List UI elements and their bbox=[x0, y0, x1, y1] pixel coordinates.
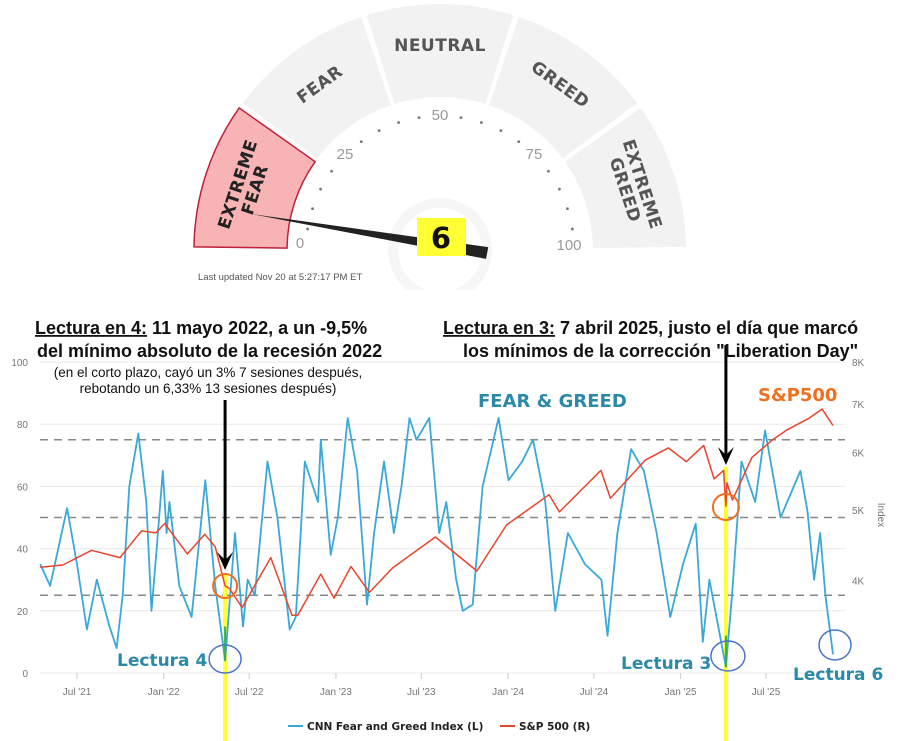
x-tick-label: Jan '24 bbox=[492, 687, 524, 698]
gauge-segment-extreme-fear bbox=[193, 106, 317, 249]
gauge-segment-extreme-greed bbox=[564, 107, 686, 249]
gauge-tick-dot bbox=[557, 187, 561, 191]
x-tick-label: Jan '23 bbox=[320, 687, 352, 698]
gauge-segment-label: NEUTRAL bbox=[394, 36, 486, 56]
gauge-value: 6 bbox=[431, 221, 451, 255]
gauge-tick-dot bbox=[517, 140, 521, 143]
x-tick-label: Jan '25 bbox=[665, 687, 697, 698]
gauge-tick-dot bbox=[547, 169, 550, 173]
y-left-tick: 40 bbox=[17, 545, 29, 556]
gauge-label-0: 0 bbox=[296, 235, 304, 252]
right-annotation-rest: 7 abril 2025, justo el día que marcó bbox=[555, 318, 858, 338]
gauge-tick-dot bbox=[359, 140, 363, 143]
lectura-3-arrow-head bbox=[717, 447, 734, 465]
gauge-tick-dot bbox=[417, 116, 421, 120]
left-annotation-rest: 11 mayo 2022, a un -9,5% bbox=[147, 318, 367, 338]
gauge-tick-dot bbox=[566, 207, 569, 210]
gauge-tick-dot bbox=[311, 207, 314, 210]
sp500-series-label: S&P500 bbox=[758, 385, 837, 406]
gauge-segment-neutral bbox=[366, 3, 514, 104]
right-annotation-line2: los mínimos de la corrección "Liberation… bbox=[463, 341, 858, 361]
fear-greed-line bbox=[39, 417, 834, 668]
left-annotation-note1: (en el corto plazo, cayó un 3% 7 sesione… bbox=[54, 365, 362, 380]
lectura-4-label: Lectura 4 bbox=[117, 651, 207, 671]
y-left-tick: 60 bbox=[17, 482, 29, 493]
lectura-3-label: Lectura 3 bbox=[621, 654, 711, 674]
gauge-tick-dot bbox=[330, 169, 333, 173]
gauge-tick-dot bbox=[306, 227, 310, 231]
gauge-tick-dot bbox=[319, 187, 323, 191]
x-tick-label: Jul '21 bbox=[63, 687, 92, 698]
lectura-4-sp500-circle bbox=[212, 573, 239, 599]
sp500-line bbox=[40, 408, 834, 617]
right-annotation-bold: Lectura en 3: bbox=[443, 318, 555, 338]
gauge-label-50: 50 bbox=[432, 107, 449, 124]
gauge-tick-dot bbox=[459, 116, 463, 120]
left-annotation-bold: Lectura en 4: bbox=[35, 318, 147, 338]
left-annotation-line2: del mínimo absoluto de la recesión 2022 bbox=[37, 341, 382, 361]
lectura-3-sp500-circle bbox=[711, 493, 740, 521]
x-tick-label: Jul '25 bbox=[752, 687, 781, 698]
lectura-4-highlight bbox=[223, 575, 228, 741]
lectura-6-label: Lectura 6 bbox=[793, 665, 883, 685]
y-right-tick: 7K bbox=[852, 400, 865, 411]
gauge-tick-dot bbox=[480, 121, 483, 124]
legend-sp500: S&P 500 (R) bbox=[519, 721, 590, 733]
gauge-segment-fear bbox=[242, 17, 391, 159]
gauge-tick-dot bbox=[570, 227, 574, 231]
x-tick-label: Jan '22 bbox=[148, 687, 180, 698]
gauge-label-25: 25 bbox=[337, 146, 354, 163]
gauge-value-box bbox=[417, 218, 466, 256]
x-tick-label: Jul '24 bbox=[580, 687, 609, 698]
fear-greed-gauge: EXTREMEFEARFEARNEUTRALGREEDEXTREMEGREED … bbox=[193, 3, 686, 290]
gauge-tick-dot bbox=[377, 129, 381, 133]
y-left-tick: 0 bbox=[22, 669, 28, 680]
gauge-segment-greed bbox=[489, 17, 638, 159]
lectura-4-circle bbox=[208, 644, 242, 674]
lectura-3-highlight bbox=[723, 467, 728, 741]
gauge-tick-dot bbox=[397, 121, 400, 124]
y-left-tick: 100 bbox=[11, 358, 28, 369]
last-updated: Last updated Nov 20 at 5:27:17 PM ET bbox=[198, 272, 362, 283]
right-axis-label: Index bbox=[875, 503, 886, 527]
fear-greed-series-label: FEAR & GREED bbox=[478, 391, 627, 412]
left-annotation-title: Lectura en 4: 11 mayo 2022, a un -9,5% bbox=[35, 318, 367, 338]
x-tick-label: Jul '23 bbox=[407, 687, 436, 698]
y-right-tick: 6K bbox=[852, 449, 865, 460]
y-left-tick: 20 bbox=[17, 607, 29, 618]
lectura-4-arrow-head bbox=[217, 552, 234, 570]
y-left-tick: 80 bbox=[17, 420, 29, 431]
left-annotation-note2: rebotando un 6,33% 13 sesiones después) bbox=[80, 381, 337, 396]
gauge-tick-dot bbox=[499, 129, 503, 133]
gauge-label-100: 100 bbox=[556, 237, 581, 254]
y-right-tick: 5K bbox=[852, 506, 865, 517]
x-tick-label: Jul '22 bbox=[235, 687, 264, 698]
legend-fear-greed: CNN Fear and Greed Index (L) bbox=[307, 721, 483, 733]
gauge-label-75: 75 bbox=[526, 146, 543, 163]
y-right-tick: 4K bbox=[852, 576, 865, 587]
y-right-tick: 8K bbox=[852, 358, 865, 369]
lectura-3-circle bbox=[710, 640, 746, 672]
lectura-6-circle bbox=[818, 629, 852, 661]
right-annotation-title: Lectura en 3: 7 abril 2025, justo el día… bbox=[443, 318, 858, 338]
